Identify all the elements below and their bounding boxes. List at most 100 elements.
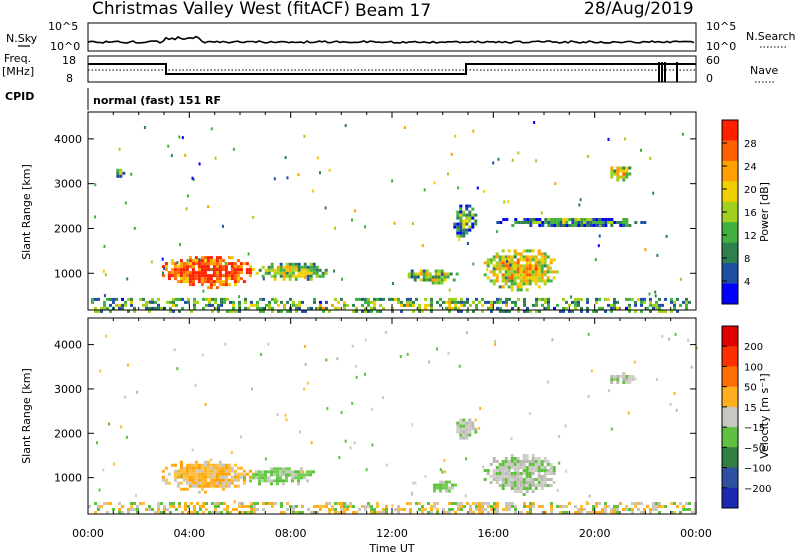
scatter-region xyxy=(483,454,556,496)
freq-trace xyxy=(88,63,696,75)
nave-tick-top: 60 xyxy=(706,54,720,67)
nsky-panel xyxy=(87,22,697,52)
y-tick-label: 2000 xyxy=(54,427,82,440)
beam-label: Beam 17 xyxy=(355,1,431,21)
nsky-trace xyxy=(87,35,695,44)
scatter-noise xyxy=(96,331,698,508)
velocity-cbar-label: Velocity [m s⁻¹] xyxy=(758,373,771,458)
colorbar-segment xyxy=(722,467,738,489)
colorbar-tick-label: −100 xyxy=(744,464,771,475)
x-tick-labels: 00:00 04:00 08:00 12:00 16:00 20:00 00:00 xyxy=(72,527,712,540)
colorbar-tick-label: −200 xyxy=(744,484,771,495)
colorbar-segment xyxy=(722,386,738,408)
x-tick-label: 08:00 xyxy=(275,527,307,540)
colorbar-tick-label: 4 xyxy=(744,277,750,288)
power-ylabel: Slant Range [km] xyxy=(20,164,33,260)
nsky-label: N.Sky xyxy=(6,32,38,45)
colorbar-segment xyxy=(722,201,738,223)
colorbar-segment xyxy=(722,160,738,182)
x-tick-label: 16:00 xyxy=(477,527,509,540)
colorbar-frame xyxy=(721,325,739,509)
nave-tick-bottom: 0 xyxy=(706,72,713,85)
nsky-tick-bottom: 10^0 xyxy=(50,40,80,53)
colorbar-tick-label: 50 xyxy=(744,383,757,394)
freq-gap-lines xyxy=(658,62,678,82)
scatter-noise xyxy=(94,121,684,304)
colorbar-tick-label: 24 xyxy=(744,162,757,173)
freq-label-2: [MHz] xyxy=(2,65,34,78)
y-tick-label: 2000 xyxy=(54,222,82,235)
colorbar-segment xyxy=(722,447,738,468)
x-tick-label: 12:00 xyxy=(376,527,408,540)
velocity-colorbar: 200 100 50 15 −15 −50 −100 −200 xyxy=(721,325,771,509)
colorbar-tick-label: 100 xyxy=(744,362,763,373)
x-tick-label: 20:00 xyxy=(579,527,611,540)
power-colorbar: 28 24 20 16 12 8 4 xyxy=(721,119,757,305)
y-tick-label: 3000 xyxy=(54,383,82,396)
colorbar-segment xyxy=(722,366,738,388)
freq-tick-bottom: 8 xyxy=(66,72,73,85)
scatter-region xyxy=(161,460,255,494)
velocity-axis: 1000 2000 3000 4000 xyxy=(54,318,697,514)
colorbar-tick-label: 20 xyxy=(744,185,757,196)
power-panel: 1000 2000 3000 4000 Slant Range [km] 28 24 20… xyxy=(20,111,771,313)
colorbar-tick-label: 16 xyxy=(744,208,757,219)
nsearch-label: N.Search xyxy=(746,30,796,43)
scatter-region xyxy=(255,262,328,281)
x-tick-label: 00:00 xyxy=(72,527,104,540)
freq-tick-top: 18 xyxy=(62,54,76,67)
colorbar-segment xyxy=(722,283,738,305)
x-tick-label: 04:00 xyxy=(173,527,205,540)
power-axis: 1000 2000 3000 4000 xyxy=(54,112,697,310)
scatter-region xyxy=(91,297,691,313)
nsearch-tick-bottom: 10^0 xyxy=(706,40,736,53)
scatter-region xyxy=(610,372,635,384)
velocity-data xyxy=(88,331,698,514)
power-cbar-label: Power [dB] xyxy=(758,182,771,242)
freq-panel xyxy=(87,55,697,83)
x-tick-label: 00:00 xyxy=(680,527,712,540)
scatter-region xyxy=(496,218,647,227)
y-tick-label: 4000 xyxy=(54,339,82,352)
nave-label: Nave xyxy=(750,64,778,77)
colorbar-segment xyxy=(722,140,738,162)
y-tick-label: 4000 xyxy=(54,133,82,146)
colorbar-tick-label: −50 xyxy=(744,443,765,454)
colorbar-segment xyxy=(722,222,738,244)
y-tick-label: 1000 xyxy=(54,267,82,280)
freq-label-1: Freq. xyxy=(4,52,31,65)
x-axis-label: Time UT xyxy=(368,542,414,554)
colorbar-tick-label: 28 xyxy=(744,139,757,150)
scatter-region xyxy=(453,204,478,238)
colorbar-segment xyxy=(722,120,738,141)
nsky-tick-top: 10^5 xyxy=(48,20,78,33)
cpid-label: CPID xyxy=(5,90,34,103)
velocity-ylabel: Slant Range [km] xyxy=(20,368,33,464)
velocity-panel: 1000 2000 3000 4000 Slant Range [km] 200 100… xyxy=(20,317,771,515)
power-data xyxy=(91,121,691,313)
colorbar-segment xyxy=(722,427,738,448)
colorbar-segment xyxy=(722,326,738,347)
colorbar-tick-label: −15 xyxy=(744,423,765,434)
y-tick-label: 1000 xyxy=(54,472,82,485)
scatter-region xyxy=(116,168,126,178)
scatter-region xyxy=(433,480,457,493)
colorbar-segment xyxy=(722,263,738,284)
colorbar-tick-label: 12 xyxy=(744,231,757,242)
colorbar-segment xyxy=(722,487,738,509)
scatter-region xyxy=(88,502,697,514)
colorbar-segment xyxy=(722,181,738,203)
colorbar-segment xyxy=(722,346,738,367)
colorbar-segment xyxy=(722,242,738,264)
colorbar-segment xyxy=(722,406,738,428)
cpid-value: normal (fast) 151 RF xyxy=(93,94,221,107)
scatter-region xyxy=(243,467,315,486)
scatter-region xyxy=(407,269,459,285)
scatter-region xyxy=(483,249,559,292)
date-label: 28/Aug/2019 xyxy=(584,0,694,19)
scatter-region xyxy=(610,166,632,182)
y-tick-label: 3000 xyxy=(54,178,82,191)
colorbar-tick-label: 8 xyxy=(744,254,750,265)
colorbar-tick-label: 200 xyxy=(744,342,763,353)
